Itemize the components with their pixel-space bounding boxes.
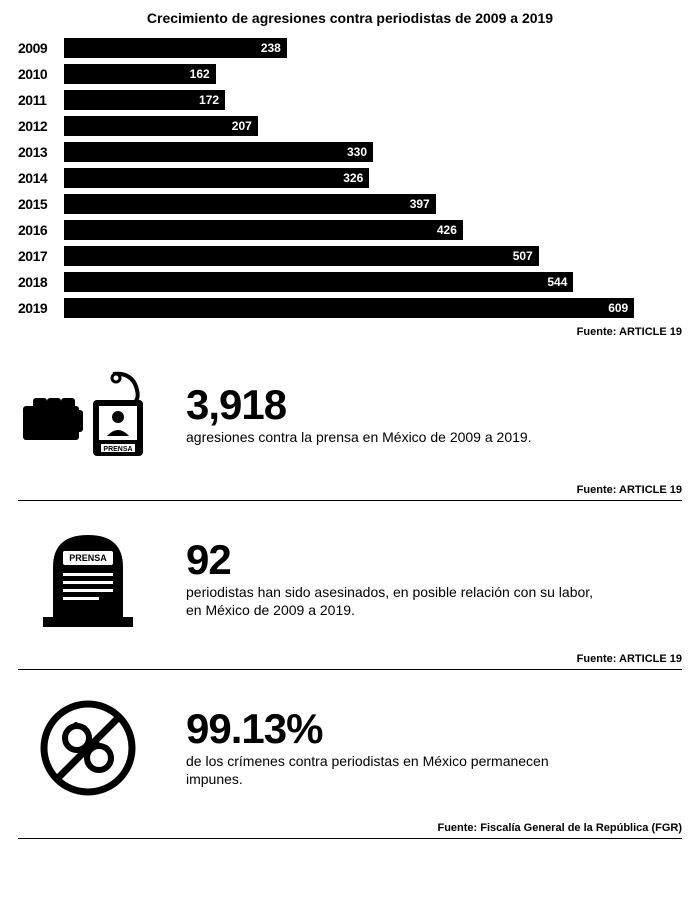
bar-row: 2015 397: [18, 192, 682, 216]
bar-row: 2018 544: [18, 270, 682, 294]
stat-desc: agresiones contra la prensa en México de…: [186, 428, 606, 446]
bar-year-label: 2012: [18, 118, 64, 134]
stat-desc: periodistas han sido asesinados, en posi…: [186, 583, 606, 619]
divider: [18, 838, 682, 839]
bar-track: 330: [64, 142, 682, 162]
bar-fill: 172: [64, 90, 225, 110]
stat-text: 99.13% de los crímenes contra periodista…: [186, 708, 682, 788]
bar-fill: 609: [64, 298, 634, 318]
svg-text:PRENSA: PRENSA: [103, 446, 132, 453]
bar-track: 426: [64, 220, 682, 240]
stat-number: 3,918: [186, 384, 682, 426]
bar-fill: 544: [64, 272, 573, 292]
bar-value-label: 609: [608, 301, 628, 315]
bar-track: 162: [64, 64, 682, 84]
no-handcuffs-icon: [18, 698, 158, 798]
stat-text: 3,918 agresiones contra la prensa en Méx…: [186, 384, 682, 446]
bar-chart: 2009 238 2010 162 2011 172 2012 207 2013 330 2014 3…: [18, 36, 682, 320]
bar-year-label: 2013: [18, 144, 64, 160]
bar-fill: 397: [64, 194, 436, 214]
bar-value-label: 426: [437, 223, 457, 237]
stat-block-aggressions: PRENSA 3,918 agresiones contra la prensa…: [18, 342, 682, 478]
stat-text: 92 periodistas han sido asesinados, en p…: [186, 539, 682, 619]
bar-fill: 426: [64, 220, 463, 240]
stat-block-impunity: 99.13% de los crímenes contra periodista…: [18, 670, 682, 816]
bar-value-label: 544: [547, 275, 567, 289]
bar-row: 2012 207: [18, 114, 682, 138]
bar-value-label: 507: [513, 249, 533, 263]
bar-value-label: 330: [347, 145, 367, 159]
chart-title: Crecimiento de agresiones contra periodi…: [18, 10, 682, 26]
bar-value-label: 326: [343, 171, 363, 185]
bar-row: 2010 162: [18, 62, 682, 86]
stat-source: Fuente: ARTICLE 19: [18, 653, 682, 665]
bar-value-label: 207: [232, 119, 252, 133]
bar-value-label: 172: [199, 93, 219, 107]
stat-source: Fuente: ARTICLE 19: [18, 484, 682, 496]
bar-row: 2019 609: [18, 296, 682, 320]
bar-year-label: 2011: [18, 92, 64, 108]
bar-year-label: 2009: [18, 40, 64, 56]
bar-fill: 162: [64, 64, 216, 84]
bar-row: 2016 426: [18, 218, 682, 242]
bar-track: 507: [64, 246, 682, 266]
bar-fill: 330: [64, 142, 373, 162]
bar-row: 2009 238: [18, 36, 682, 60]
bar-year-label: 2019: [18, 300, 64, 316]
bar-row: 2014 326: [18, 166, 682, 190]
bar-track: 238: [64, 38, 682, 58]
bar-row: 2013 330: [18, 140, 682, 164]
bar-track: 326: [64, 168, 682, 188]
bar-value-label: 162: [190, 67, 210, 81]
bar-year-label: 2014: [18, 170, 64, 186]
bar-row: 2011 172: [18, 88, 682, 112]
bar-fill: 238: [64, 38, 287, 58]
bar-track: 544: [64, 272, 682, 292]
bar-track: 207: [64, 116, 682, 136]
bar-year-label: 2010: [18, 66, 64, 82]
stat-number: 99.13%: [186, 708, 682, 750]
bar-fill: 507: [64, 246, 539, 266]
tombstone-icon: PRENSA: [18, 529, 158, 629]
bar-row: 2017 507: [18, 244, 682, 268]
press-badge-icon: PRENSA: [18, 370, 158, 460]
bar-value-label: 238: [261, 41, 281, 55]
stat-block-killed: PRENSA 92 periodistas han sido asesinado…: [18, 501, 682, 647]
bar-year-label: 2017: [18, 248, 64, 264]
bar-track: 397: [64, 194, 682, 214]
bar-track: 172: [64, 90, 682, 110]
stat-desc: de los crímenes contra periodistas en Mé…: [186, 752, 606, 788]
bar-year-label: 2018: [18, 274, 64, 290]
bar-fill: 207: [64, 116, 258, 136]
stat-number: 92: [186, 539, 682, 581]
bar-year-label: 2016: [18, 222, 64, 238]
svg-text:PRENSA: PRENSA: [69, 553, 107, 563]
bar-year-label: 2015: [18, 196, 64, 212]
chart-source: Fuente: ARTICLE 19: [18, 326, 682, 338]
bar-track: 609: [64, 298, 682, 318]
bar-fill: 326: [64, 168, 369, 188]
stat-source: Fuente: Fiscalía General de la República…: [18, 822, 682, 834]
bar-value-label: 397: [410, 197, 430, 211]
